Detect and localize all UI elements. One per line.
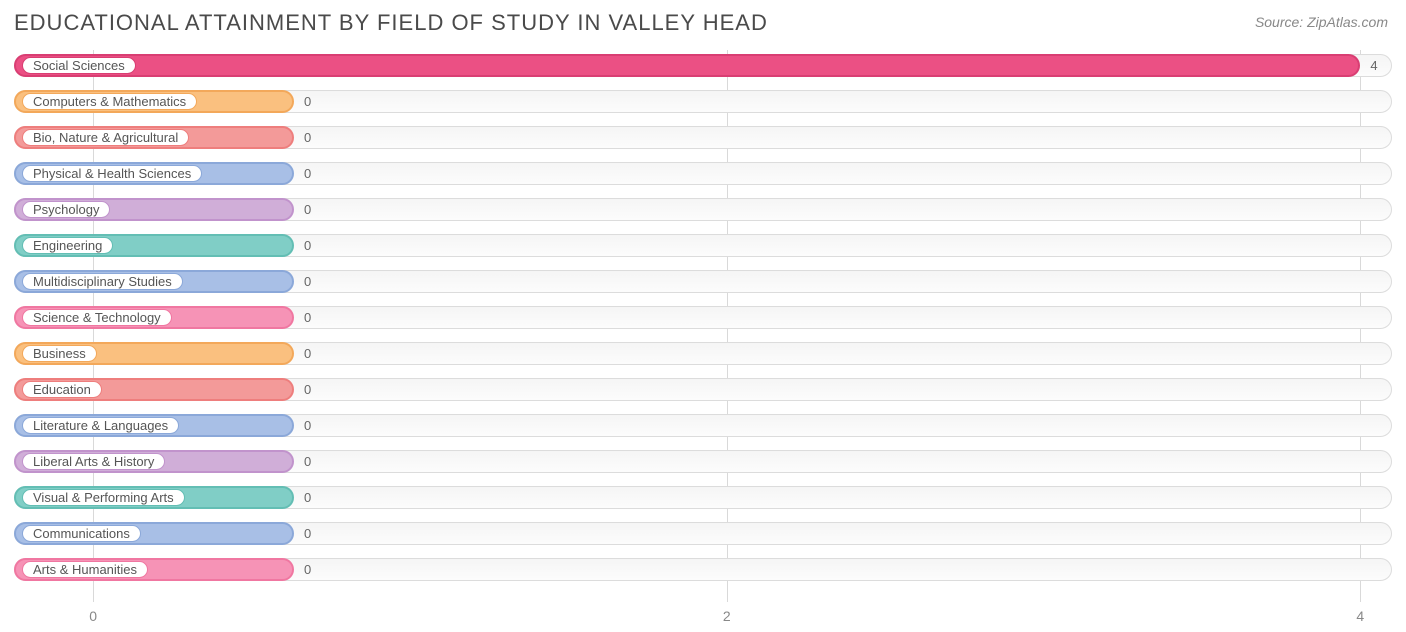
chart-title: EDUCATIONAL ATTAINMENT BY FIELD OF STUDY… [14,10,768,36]
x-tick-label: 0 [89,608,97,624]
bar-row: Literature & Languages 0 [14,410,1392,441]
x-axis: 0 2 4 [14,608,1392,626]
x-tick-label: 4 [1356,608,1364,624]
value-label: 0 [304,526,311,541]
value-label: 0 [304,418,311,433]
value-label: 0 [304,490,311,505]
value-label: 0 [304,382,311,397]
category-pill: Business [22,345,97,362]
bar-row: Psychology 0 [14,194,1392,225]
category-pill: Science & Technology [22,309,172,326]
category-pill: Social Sciences [22,57,136,74]
value-label: 0 [304,130,311,145]
bar-row: Science & Technology 0 [14,302,1392,333]
bar-row: Liberal Arts & History 0 [14,446,1392,477]
x-tick-label: 2 [723,608,731,624]
bar-row: Visual & Performing Arts 0 [14,482,1392,513]
bar-fill [14,54,1360,77]
category-pill: Arts & Humanities [22,561,148,578]
bar-row: Engineering 0 [14,230,1392,261]
category-pill: Physical & Health Sciences [22,165,202,182]
category-pill: Psychology [22,201,110,218]
value-label: 0 [304,274,311,289]
bar-row: Social Sciences 4 [14,50,1392,81]
value-label: 0 [304,238,311,253]
category-pill: Liberal Arts & History [22,453,165,470]
category-pill: Computers & Mathematics [22,93,197,110]
category-pill: Multidisciplinary Studies [22,273,183,290]
bar-row: Computers & Mathematics 0 [14,86,1392,117]
category-pill: Education [22,381,102,398]
value-label: 0 [304,562,311,577]
value-label: 0 [304,202,311,217]
chart-source: Source: ZipAtlas.com [1255,14,1388,30]
value-label: 0 [304,310,311,325]
bar-row: Multidisciplinary Studies 0 [14,266,1392,297]
bar-row: Physical & Health Sciences 0 [14,158,1392,189]
category-pill: Visual & Performing Arts [22,489,185,506]
bar-row: Bio, Nature & Agricultural 0 [14,122,1392,153]
bar-row: Education 0 [14,374,1392,405]
chart-area: Social Sciences 4 Computers & Mathematics 0… [14,50,1392,602]
category-pill: Engineering [22,237,113,254]
bar-row: Business 0 [14,338,1392,369]
category-pill: Communications [22,525,141,542]
bar-row: Arts & Humanities 0 [14,554,1392,585]
category-pill: Bio, Nature & Agricultural [22,129,189,146]
value-label: 0 [304,166,311,181]
value-label: 4 [1370,58,1377,73]
bar-row: Communications 0 [14,518,1392,549]
value-label: 0 [304,454,311,469]
value-label: 0 [304,94,311,109]
value-label: 0 [304,346,311,361]
category-pill: Literature & Languages [22,417,179,434]
